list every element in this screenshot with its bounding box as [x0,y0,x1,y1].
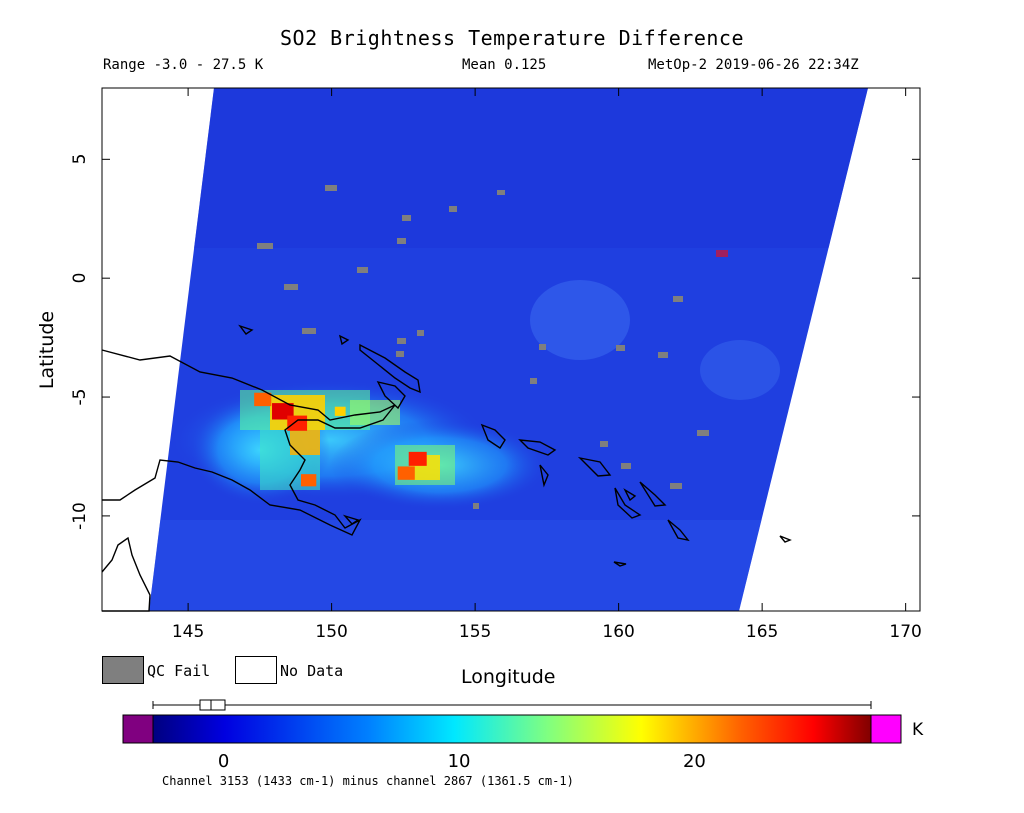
x-tick-label: 170 [889,622,922,642]
channel-note: Channel 3153 (1433 cm-1) minus channel 2… [162,774,574,788]
satellite-time-label: MetOp-2 2019-06-26 22:34Z [648,57,859,73]
y-tick-label: -10 [70,502,90,530]
so2-hotspot [301,474,317,487]
so2-hotspot [334,406,346,416]
y-axis-label: Latitude [36,310,58,390]
plot-frame [101,87,921,612]
so2-hotspot [408,451,427,466]
colorbar-tick-label: 20 [682,751,706,772]
so2-hotspot [272,403,294,420]
legend-qc-fail-label: QC Fail [147,662,211,680]
colorbar-gradient [152,714,872,744]
plot-title: SO2 Brightness Temperature Difference [279,26,745,50]
y-tick-label: 5 [70,153,90,165]
range-label: Range -3.0 - 27.5 K [103,57,264,73]
colorbar [122,699,902,744]
colorbar-tick-label: 10 [447,751,471,772]
y-tick-label: -5 [70,388,90,406]
so2-hotspot [287,415,308,431]
swath-data [149,88,868,611]
colorbar-tick-label: 0 [217,751,230,772]
x-tick-label: 145 [171,622,205,642]
colorbar-unit-label: K [912,720,924,740]
legend-no-data-swatch [235,656,277,684]
x-tick-label: 165 [745,622,779,642]
colorbar-under [122,714,154,744]
colorbar-over [870,714,902,744]
so2-hotspot [397,466,415,480]
x-axis-label: Longitude [461,666,556,688]
x-tick-label: 155 [458,622,492,642]
coastlines [101,324,792,612]
so2-hotspot [254,392,272,407]
anomalous-pixel [716,250,728,257]
x-tick-label: 160 [602,622,635,642]
legend-qc-fail-swatch [102,656,144,684]
legend-no-data-label: No Data [280,662,344,680]
x-tick-label: 150 [315,622,348,642]
mean-label: Mean 0.125 [462,57,547,73]
colorbar-box-marker [199,699,212,711]
y-tick-label: 0 [70,272,90,284]
hotspot-layer [254,392,427,487]
